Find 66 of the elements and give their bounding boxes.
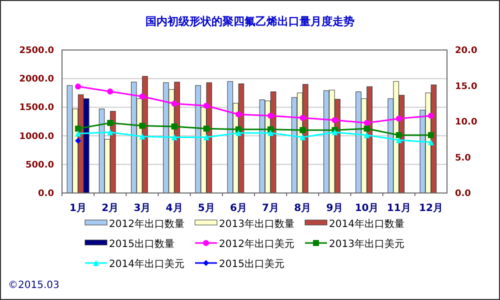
point <box>107 120 114 126</box>
point <box>364 126 370 132</box>
point <box>268 112 274 119</box>
y-tick-label: 500.0 <box>26 160 54 170</box>
point <box>139 93 146 100</box>
point <box>428 139 434 146</box>
point <box>75 83 82 90</box>
point <box>75 130 82 137</box>
x-tick-label: 10月 <box>354 203 379 214</box>
point <box>396 116 402 122</box>
x-tick-label: 2月 <box>102 203 119 214</box>
x-tick-label: 7月 <box>262 203 280 214</box>
point <box>428 132 434 138</box>
x-tick-label: 9月 <box>326 203 344 214</box>
point <box>396 137 402 144</box>
legend-label: 2014年出口美元 <box>109 258 184 270</box>
point <box>396 132 402 138</box>
point <box>300 134 306 140</box>
legend-label: 2013年出口数量 <box>219 218 294 230</box>
point <box>171 124 178 130</box>
y2-tick-label: 10.0 <box>455 118 478 128</box>
x-tick-label: 11月 <box>386 203 411 214</box>
x-tick-label: 12月 <box>418 203 443 214</box>
y2-tick-label: 20.0 <box>455 46 478 56</box>
y2-tick-label: 15.0 <box>455 82 478 92</box>
point <box>428 112 434 119</box>
x-tick-label: 6月 <box>230 203 247 214</box>
x-tick-label: 3月 <box>134 203 151 214</box>
y-tick-label: 0.0 <box>38 189 54 199</box>
legend-label: 2014年出口数量 <box>329 218 404 230</box>
y2-tick-label: 0.0 <box>455 189 471 199</box>
y-tick-label: 1000.0 <box>19 132 54 142</box>
point <box>364 120 370 126</box>
x-tick-label: 8月 <box>294 203 312 214</box>
point <box>203 102 210 109</box>
legend-label: 2015出口数量 <box>109 238 174 250</box>
legend-label: 2015出口美元 <box>219 258 284 270</box>
x-tick-label: 4月 <box>166 203 183 214</box>
point <box>300 127 306 134</box>
y-tick-label: 2500.0 <box>19 46 54 56</box>
x-tick-label: 5月 <box>198 203 215 214</box>
point <box>364 132 370 138</box>
y-tick-label: 1500.0 <box>19 103 54 114</box>
x-tick-label: 1月 <box>70 203 87 214</box>
point <box>107 129 114 136</box>
point <box>75 138 82 144</box>
point <box>139 134 146 140</box>
point <box>75 126 82 132</box>
point <box>300 114 306 121</box>
legend-label: 2012年出口数量 <box>109 218 184 230</box>
point <box>139 122 146 129</box>
point <box>107 88 114 94</box>
point <box>268 130 274 136</box>
chart-title: 国内初级形状的聚四氟乙烯出口量月度走势 <box>146 15 354 28</box>
text: ©2015.03 <box>8 280 60 291</box>
y-tick-label: 2000.0 <box>19 74 54 85</box>
legend-label: 2012年出口美元 <box>219 238 294 250</box>
point <box>332 117 338 124</box>
point <box>171 134 178 140</box>
legend-label: 2013年出口美元 <box>329 238 404 250</box>
point <box>203 126 210 132</box>
point <box>203 134 210 140</box>
point <box>235 130 242 136</box>
y2-tick-label: 5.0 <box>455 153 471 164</box>
point <box>171 100 178 107</box>
point <box>235 111 242 118</box>
